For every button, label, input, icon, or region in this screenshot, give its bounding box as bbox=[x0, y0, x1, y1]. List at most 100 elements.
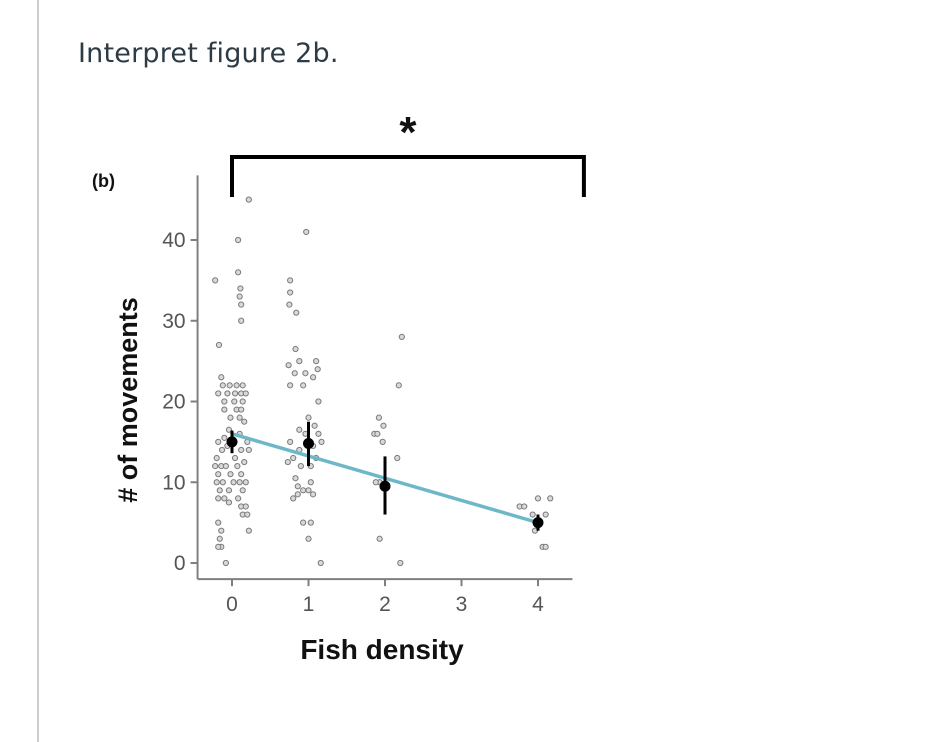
data-point bbox=[221, 406, 228, 413]
data-point bbox=[314, 366, 321, 373]
data-point bbox=[245, 446, 252, 454]
data-point bbox=[542, 511, 549, 518]
data-point bbox=[296, 358, 303, 365]
data-point bbox=[305, 414, 312, 421]
data-point bbox=[233, 382, 240, 389]
data-point bbox=[242, 479, 249, 486]
data-point bbox=[300, 519, 307, 526]
data-point bbox=[374, 430, 381, 437]
data-point bbox=[287, 438, 294, 445]
data-point bbox=[231, 390, 239, 397]
data-point bbox=[235, 495, 242, 502]
data-point bbox=[226, 382, 233, 389]
data-point bbox=[307, 479, 314, 486]
x-tick-label: 2 bbox=[379, 593, 391, 616]
data-point bbox=[218, 527, 225, 534]
data-point bbox=[227, 471, 234, 478]
data-point bbox=[297, 463, 304, 470]
data-point bbox=[302, 370, 309, 377]
data-point bbox=[236, 293, 243, 300]
data-point bbox=[235, 236, 242, 244]
mean-point bbox=[379, 480, 391, 492]
data-point bbox=[215, 438, 222, 445]
data-point bbox=[286, 301, 293, 308]
data-point bbox=[241, 458, 248, 466]
data-point bbox=[311, 422, 318, 429]
data-point bbox=[215, 495, 222, 502]
data-point bbox=[215, 390, 222, 397]
y-tick-label: 30 bbox=[162, 310, 185, 333]
data-point bbox=[293, 309, 300, 316]
data-point bbox=[317, 559, 324, 567]
data-point bbox=[236, 414, 243, 421]
data-point bbox=[300, 382, 307, 389]
data-point bbox=[290, 495, 297, 502]
mean-point bbox=[532, 517, 544, 529]
mean-point bbox=[303, 437, 314, 449]
data-point bbox=[305, 535, 312, 542]
data-point bbox=[212, 277, 219, 284]
data-point bbox=[238, 471, 245, 478]
data-point bbox=[315, 430, 322, 437]
data-point bbox=[238, 406, 245, 413]
data-point bbox=[285, 362, 292, 369]
y-axis-title: # of movements bbox=[113, 297, 143, 503]
data-point bbox=[227, 414, 234, 421]
data-point bbox=[219, 382, 226, 389]
data-point bbox=[397, 559, 404, 567]
data-point bbox=[230, 479, 237, 486]
significance-bracket-group: * bbox=[230, 108, 586, 197]
data-point bbox=[237, 285, 244, 292]
data-point bbox=[215, 543, 222, 550]
data-point bbox=[242, 503, 249, 510]
data-point bbox=[307, 519, 314, 526]
data-point bbox=[398, 333, 405, 340]
data-point bbox=[225, 499, 233, 506]
data-point bbox=[529, 511, 536, 518]
data-point bbox=[521, 503, 528, 510]
y-tick-label: 10 bbox=[162, 471, 185, 494]
group-means bbox=[226, 421, 544, 531]
data-point bbox=[309, 491, 317, 498]
data-point bbox=[225, 487, 233, 494]
data-point bbox=[239, 398, 246, 405]
data-point bbox=[215, 471, 222, 478]
data-point bbox=[221, 434, 228, 441]
data-point bbox=[225, 426, 233, 433]
data-point bbox=[218, 446, 226, 454]
data-point bbox=[315, 398, 322, 405]
data-point bbox=[245, 527, 252, 534]
x-axis-title: Fish density bbox=[300, 634, 464, 665]
data-point bbox=[216, 487, 223, 494]
data-point bbox=[287, 289, 294, 296]
data-point bbox=[236, 479, 243, 486]
page-left-rule bbox=[37, 0, 39, 742]
data-point bbox=[303, 228, 310, 236]
data-point bbox=[290, 454, 297, 462]
data-point bbox=[221, 495, 228, 502]
data-point bbox=[234, 463, 241, 470]
data-point bbox=[215, 341, 223, 349]
data-points bbox=[212, 196, 554, 567]
x-tick-label: 3 bbox=[456, 593, 468, 616]
data-point bbox=[296, 426, 303, 433]
y-tick-label: 0 bbox=[174, 552, 186, 575]
data-point bbox=[376, 535, 383, 542]
data-point bbox=[291, 370, 298, 377]
y-tick-label: 20 bbox=[162, 391, 185, 414]
data-point bbox=[213, 454, 220, 462]
x-tick-label: 1 bbox=[303, 593, 315, 616]
data-point bbox=[380, 422, 387, 429]
data-point bbox=[242, 390, 249, 397]
data-point bbox=[213, 479, 220, 486]
data-point bbox=[287, 277, 294, 284]
data-point bbox=[241, 418, 248, 425]
data-point bbox=[221, 398, 228, 405]
data-point bbox=[244, 511, 251, 518]
data-point bbox=[394, 454, 401, 462]
data-point bbox=[292, 345, 299, 353]
data-point bbox=[239, 487, 246, 494]
data-point bbox=[300, 487, 307, 494]
data-point bbox=[238, 317, 245, 324]
data-point bbox=[222, 559, 229, 567]
